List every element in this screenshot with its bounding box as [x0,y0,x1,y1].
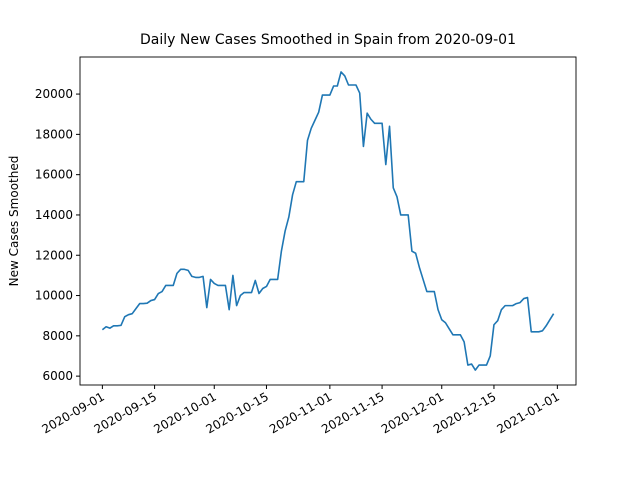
y-tick-label: 10000 [35,289,73,303]
y-tick-label: 16000 [35,168,73,182]
chart-title: Daily New Cases Smoothed in Spain from 2… [140,32,516,48]
y-axis-label: New Cases Smoothed [7,156,21,287]
y-tick-label: 14000 [35,208,73,222]
y-tick-label: 12000 [35,248,73,262]
y-tick-label: 8000 [42,329,73,343]
data-line [101,71,555,371]
plot-frame [79,56,577,386]
y-tick-label: 20000 [35,87,73,101]
y-tick-label: 6000 [42,369,73,383]
y-tick-label: 18000 [35,127,73,141]
